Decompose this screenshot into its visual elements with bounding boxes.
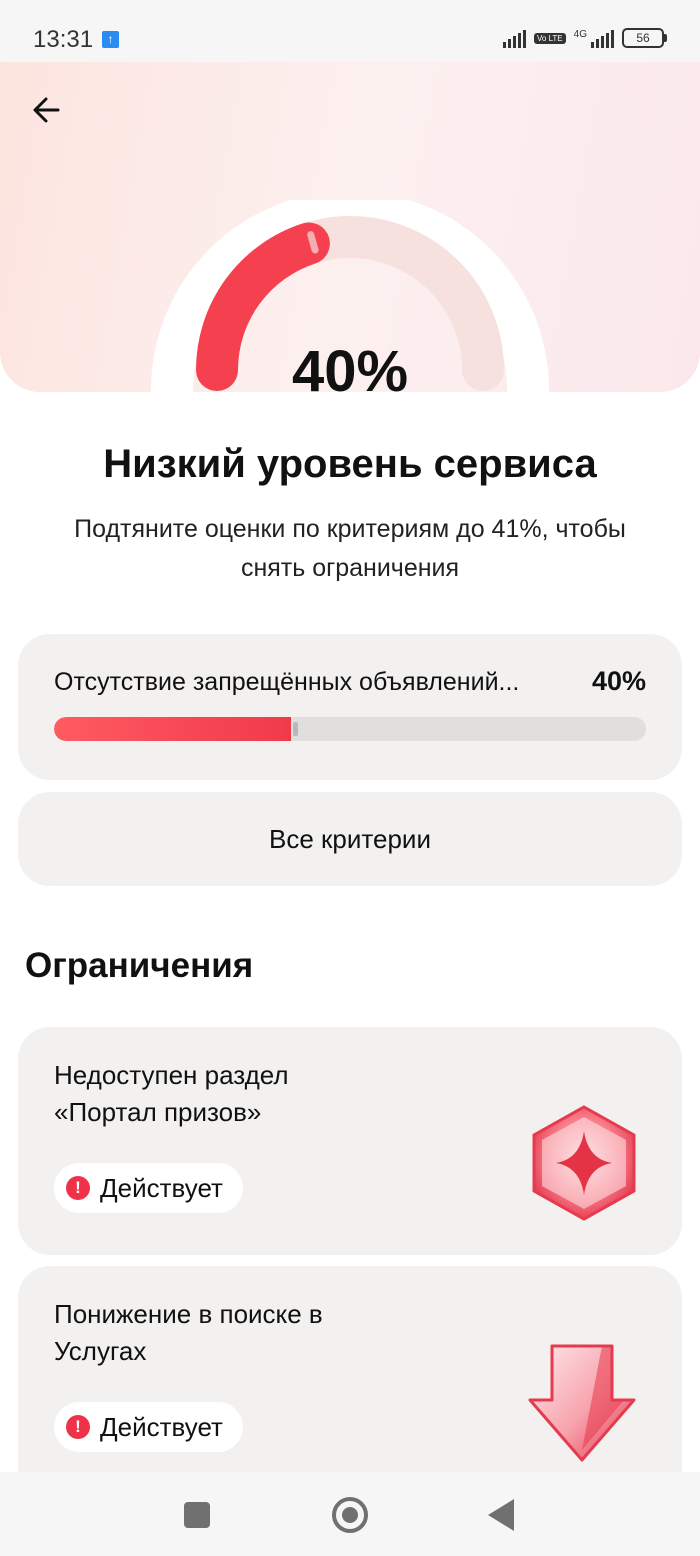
criterion-progress-bar <box>54 717 646 741</box>
restrictions-title: Ограничения <box>25 946 254 985</box>
status-time: 13:31 <box>33 26 94 53</box>
volte-label: Vo LTE <box>537 33 563 43</box>
exclamation-icon: ! <box>66 1415 90 1439</box>
criterion-percent: 40% <box>591 666 646 696</box>
restriction-title: Недоступен раздел «Портал призов» <box>54 1060 289 1127</box>
service-level-title: Низкий уровень сервиса <box>103 442 597 486</box>
system-nav-bar <box>0 1472 700 1556</box>
criterion-target-marker <box>292 722 298 736</box>
restriction-title: Понижение в поиске в Услугах <box>54 1299 323 1366</box>
gauge-outer-ring <box>151 200 549 400</box>
signal-strength-icon-2 <box>591 28 614 48</box>
status-badge: ! Действует <box>54 1163 243 1213</box>
prize-hexagon-icon <box>532 1105 636 1221</box>
service-level-gauge <box>151 200 549 400</box>
recent-apps-icon[interactable] <box>184 1502 210 1528</box>
battery-icon: 56 <box>622 28 667 48</box>
status-badge-label: Действует <box>100 1172 223 1203</box>
status-bar: 13:31 ↑ Vo LTE 4G 56 <box>0 0 700 62</box>
gauge-value: 40% <box>291 339 409 404</box>
exclamation-icon: ! <box>66 1176 90 1200</box>
status-badge-label: Действует <box>100 1411 223 1442</box>
restriction-card[interactable]: Понижение в поиске в Услугах ! Действует <box>18 1266 682 1506</box>
network-type: 4G <box>573 28 587 40</box>
back-triangle-icon[interactable] <box>488 1499 514 1531</box>
status-badge: ! Действует <box>54 1402 243 1452</box>
criterion-card[interactable]: Отсутствие запрещённых объявлений... 40% <box>18 634 682 780</box>
home-icon[interactable] <box>332 1497 368 1533</box>
gauge-target-marker <box>307 231 319 254</box>
back-button[interactable] <box>28 90 68 130</box>
criterion-progress-fill <box>54 717 291 741</box>
arrow-left-icon <box>33 97 60 123</box>
all-criteria-button[interactable]: Все критерии <box>18 792 682 886</box>
upload-arrow-icon: ↑ <box>102 31 119 48</box>
restriction-card[interactable]: Недоступен раздел «Портал призов» ! Дейс… <box>18 1027 682 1255</box>
service-level-subtitle: Подтяните оценки по критериям до 41%, чт… <box>74 515 626 582</box>
status-indicators: Vo LTE 4G 56 <box>503 28 667 48</box>
volte-icon: Vo LTE <box>534 32 566 44</box>
battery-level: 56 <box>636 31 650 45</box>
gauge-fill <box>196 222 330 391</box>
criterion-name: Отсутствие запрещённых объявлений... <box>54 668 520 696</box>
signal-strength-icon <box>503 28 526 48</box>
arrow-down-icon <box>528 1344 636 1462</box>
